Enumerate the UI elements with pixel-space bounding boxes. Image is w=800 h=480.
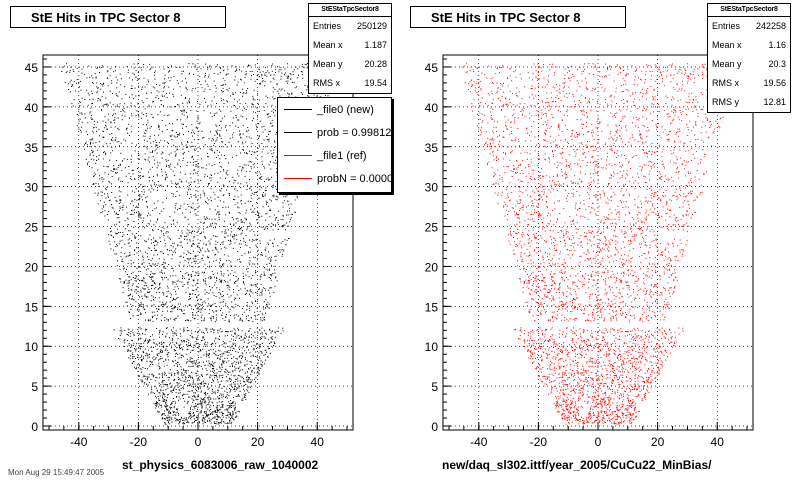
left-stats-rms-x: RMS x 19.54 (313, 78, 387, 88)
y-tick-label: 15 (25, 300, 39, 314)
right-stats-rms-x: RMS x 19.56 (712, 78, 786, 88)
legend-entry-file1: _file1 (ref) (278, 144, 391, 167)
right-stats-mean-x: Mean x 1.16 (712, 40, 786, 50)
hit-points (461, 63, 737, 425)
grid-lines (43, 55, 353, 430)
grid-lines (443, 55, 753, 430)
left-chart-title: StE Hits in TPC Sector 8 (10, 6, 226, 28)
right-scatter-plot: -40 -20 0 20 40 0 5 10 15 20 25 30 35 40 45 (425, 54, 754, 449)
right-stats-title: StEStaTpcSector8 (708, 4, 790, 17)
y-tick-label: 0 (31, 420, 38, 434)
x-tick-label: 0 (195, 435, 202, 449)
right-stats-rms-y: RMS y 12.81 (712, 97, 786, 107)
x-tick-label: 20 (251, 435, 265, 449)
y-tick-label: 15 (425, 300, 439, 314)
right-x-caption: new/daq_sl302.ittf/year_2005/CuCu22_MinB… (442, 458, 712, 472)
y-tick-label: 20 (25, 260, 39, 274)
x-tick-label: 40 (311, 435, 325, 449)
y-tick-label: 25 (425, 221, 439, 235)
y-tick-label: 25 (25, 221, 39, 235)
x-tick-label: -20 (530, 435, 548, 449)
y-tick-label: 35 (425, 141, 439, 155)
hit-density (61, 63, 338, 425)
x-tick-label: 40 (711, 435, 725, 449)
y-tick-label: 35 (25, 141, 39, 155)
right-stats-mean-y: Mean y 20.3 (712, 59, 786, 69)
left-stats-entries: Entries 250129 (313, 21, 387, 31)
left-stats-title: StEStaTpcSector8 (309, 4, 391, 17)
x-tick-label: -40 (470, 435, 488, 449)
left-x-caption: st_physics_6083006_raw_1040002 (122, 458, 319, 472)
y-tick-label: 5 (431, 380, 438, 394)
legend-entry-probn: probN = 0.00000 (278, 167, 391, 190)
y-tick-label: 5 (31, 380, 38, 394)
hit-density (461, 63, 737, 425)
y-tick-label: 30 (425, 181, 439, 195)
right-stats-entries: Entries 242258 (712, 21, 786, 31)
x-tick-label: 20 (651, 435, 665, 449)
y-tick-label: 45 (25, 61, 39, 75)
x-tick-label: -40 (70, 435, 88, 449)
y-tick-label: 30 (25, 181, 39, 195)
hit-points (61, 63, 338, 425)
y-tick-label: 40 (425, 101, 439, 115)
left-scatter-plot: -40 -20 0 20 40 0 5 10 15 20 25 30 35 40 45 (25, 54, 354, 449)
comparison-legend: _file0 (new) prob = 0.998122 _file1 (ref… (277, 97, 392, 193)
x-tick-label: 0 (595, 435, 602, 449)
right-stats-box: StEStaTpcSector8 Entries 242258 Mean x 1.1… (707, 3, 791, 113)
x-tick-label: -20 (130, 435, 148, 449)
left-stats-mean-y: Mean y 20.28 (313, 59, 387, 69)
left-stats-mean-x: Mean x 1.187 (313, 40, 387, 50)
left-stats-box: StEStaTpcSector8 Entries 250129 Mean x 1.1… (308, 3, 392, 94)
y-tick-label: 10 (25, 340, 39, 354)
y-tick-label: 0 (431, 420, 438, 434)
y-tick-label: 45 (425, 61, 439, 75)
right-chart-title: StE Hits in TPC Sector 8 (410, 6, 626, 28)
y-tick-label: 20 (425, 260, 439, 274)
y-tick-label: 10 (425, 340, 439, 354)
timestamp-footer: Mon Aug 29 15:49:47 2005 (8, 468, 105, 477)
legend-entry-file0: _file0 (new) (278, 98, 391, 121)
legend-entry-prob: prob = 0.998122 (278, 121, 391, 144)
y-tick-label: 40 (25, 101, 39, 115)
